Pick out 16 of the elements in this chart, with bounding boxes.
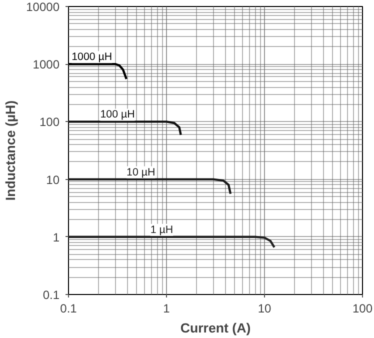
x-axis-title: Current (A)	[180, 320, 251, 336]
x-tick-label: 1	[163, 302, 170, 316]
x-tick-label: 0.1	[60, 302, 78, 316]
y-tick-label: 100	[39, 115, 60, 130]
y-axis-title: Inductance (µH)	[3, 100, 18, 201]
y-tick-label: 10000	[26, 0, 60, 14]
series-label: 10 µH	[126, 166, 156, 178]
y-tick-label: 10	[46, 172, 60, 187]
x-tick-label: 100	[352, 302, 373, 316]
series-label: 1000 µH	[72, 51, 112, 64]
series-label: 100 µH	[100, 108, 135, 121]
y-tick-label: 1	[52, 230, 60, 244]
x-tick-label: 10	[258, 302, 272, 316]
y-tick-label: 1000	[32, 58, 60, 72]
series-label: 1 µH	[150, 224, 174, 236]
y-tick-label: 0.1	[42, 288, 60, 302]
